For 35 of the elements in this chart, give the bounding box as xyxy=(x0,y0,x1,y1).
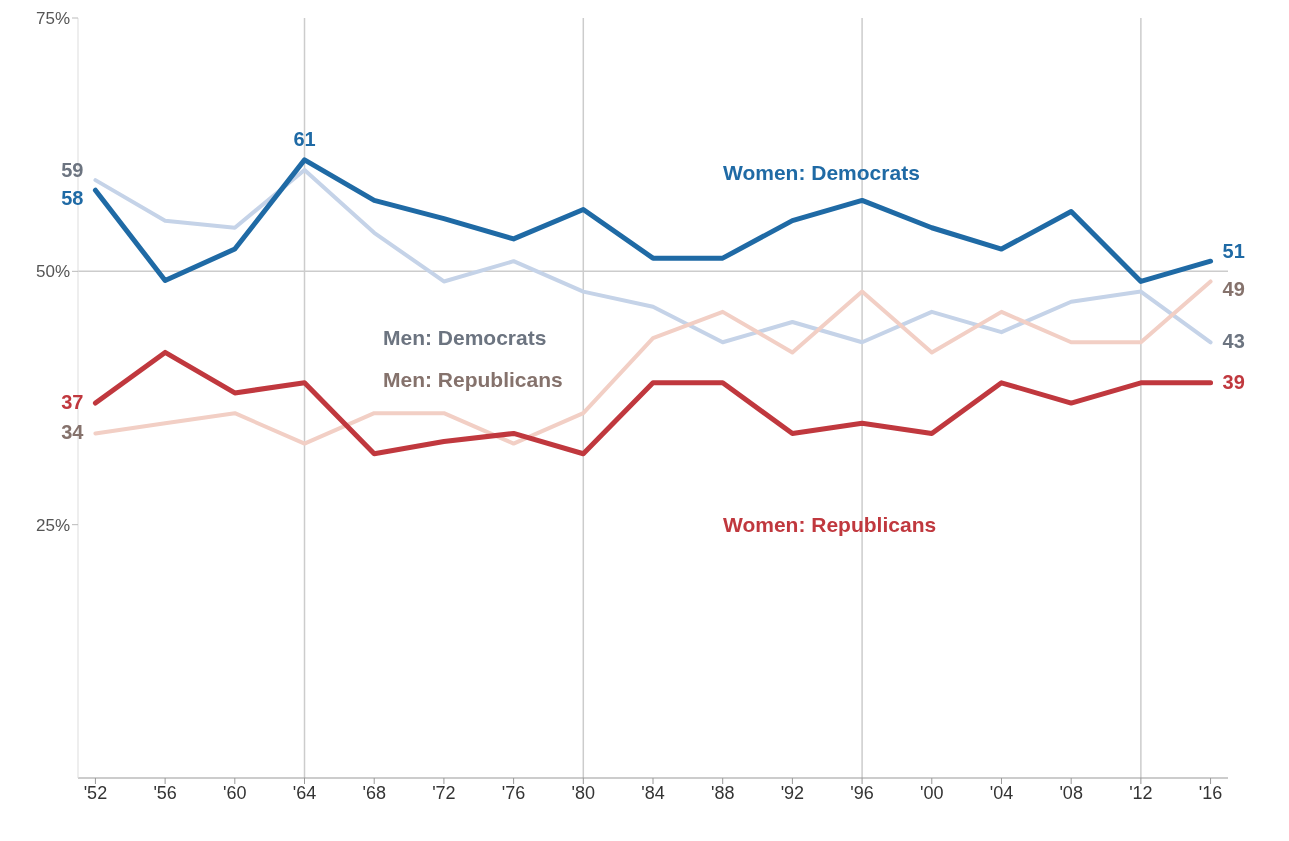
x-tick-label: '64 xyxy=(292,782,317,803)
text: Women: Republicans xyxy=(723,513,937,537)
x-tick-label: '16 xyxy=(1198,782,1223,803)
x-tick-label: '52 xyxy=(83,782,108,803)
line-series xyxy=(93,168,1213,345)
data-label: 59 xyxy=(61,159,84,182)
x-tick-label: '72 xyxy=(432,782,456,803)
x-tick-label: '96 xyxy=(850,782,874,803)
series-label: Men: Republicans xyxy=(383,368,563,392)
x-tick-label: '92 xyxy=(780,782,805,803)
x-tick-label: '76 xyxy=(501,782,526,803)
x-tick-label: '84 xyxy=(641,782,665,803)
data-label: 51 xyxy=(1222,240,1245,263)
x-tick-label: '00 xyxy=(920,782,944,803)
x-tick-label: '88 xyxy=(710,782,735,803)
x-tick-label: '12 xyxy=(1129,782,1153,803)
y-tick-label: 50% xyxy=(35,262,70,282)
x-tick-label: '80 xyxy=(571,782,596,803)
x-tick-label: '08 xyxy=(1059,782,1083,803)
data-label: 49 xyxy=(1222,278,1245,301)
y-tick-label: 75% xyxy=(35,9,70,29)
x-tick-label: '68 xyxy=(362,782,386,803)
x-tick-label: '60 xyxy=(223,782,247,803)
y-tick-label: 25% xyxy=(35,515,70,535)
data-label: 43 xyxy=(1222,330,1245,353)
x-tick-label: '04 xyxy=(989,782,1014,803)
data-label: 61 xyxy=(293,127,316,150)
x-tick-label: '56 xyxy=(153,782,177,803)
data-label: 34 xyxy=(61,421,85,444)
data-label: 37 xyxy=(61,391,84,414)
data-label: 39 xyxy=(1222,370,1245,393)
line-series xyxy=(93,279,1213,446)
series-label: Women: Democrats xyxy=(723,161,920,185)
data-label: 58 xyxy=(61,187,84,210)
text: Men: Democrats xyxy=(383,326,547,350)
